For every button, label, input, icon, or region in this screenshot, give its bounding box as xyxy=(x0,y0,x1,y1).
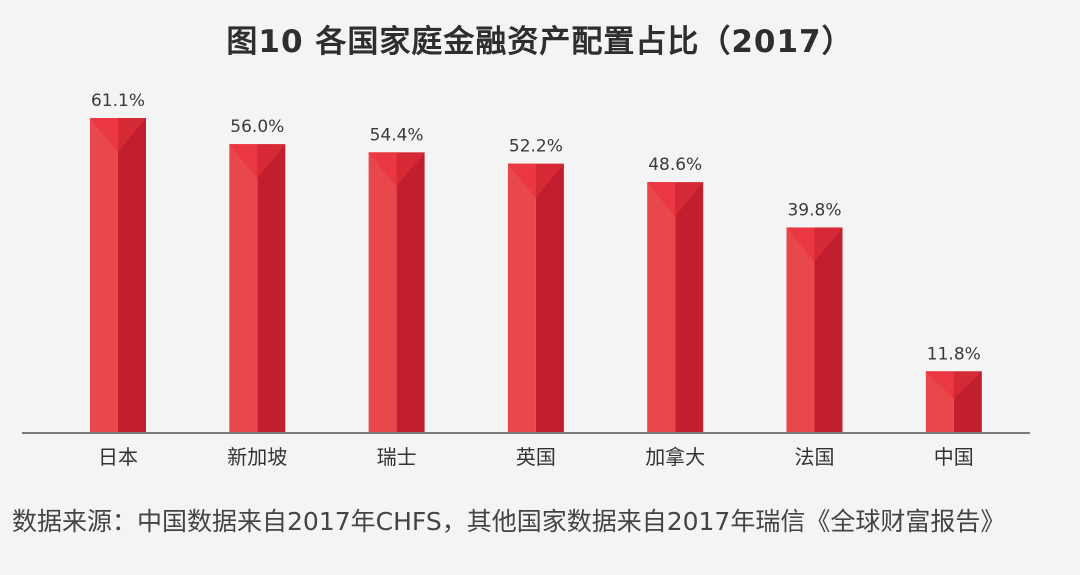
x-category-label: 瑞士 xyxy=(377,445,417,469)
bar-top-highlight xyxy=(368,152,397,187)
bar-right-face xyxy=(257,144,286,433)
bar-left-face xyxy=(368,152,397,433)
bar-left-face xyxy=(647,182,676,432)
bar-right-face xyxy=(675,182,704,432)
bar-top-highlight xyxy=(229,144,258,179)
bar-value-label: 48.6% xyxy=(648,155,702,175)
bar-value-label: 56.0% xyxy=(230,117,284,137)
x-category-label: 加拿大 xyxy=(645,445,705,469)
bar-top-highlight xyxy=(90,118,118,152)
bar-value-label: 39.8% xyxy=(787,200,841,220)
bar-value-label: 11.8% xyxy=(927,344,981,364)
bar-right-face xyxy=(118,118,146,432)
bar-value-label: 54.4% xyxy=(370,125,424,145)
x-category-label: 中国 xyxy=(934,445,974,469)
bar-right-face xyxy=(814,227,843,432)
bar-left-face xyxy=(229,144,258,433)
bar-top-highlight xyxy=(647,182,676,217)
bar-value-label: 52.2% xyxy=(509,137,563,157)
bar-left-face xyxy=(786,227,815,432)
bar-top-highlight xyxy=(507,163,536,198)
bar-left-face xyxy=(90,118,118,432)
bar-right-face xyxy=(535,163,564,432)
chart-title: 图10 各国家庭金融资产配置占比（2017） xyxy=(226,24,854,60)
source-note: 数据来源：中国数据来自2017年CHFS，其他国家数据来自2017年瑞信《全球财… xyxy=(12,507,1006,536)
x-category-label: 法国 xyxy=(795,445,835,469)
x-category-label: 英国 xyxy=(516,445,556,469)
bar-right-face xyxy=(396,152,425,433)
x-category-label: 新加坡 xyxy=(227,445,287,469)
bar-value-label: 61.1% xyxy=(91,91,145,111)
x-category-label: 日本 xyxy=(98,445,138,469)
bar-left-face xyxy=(507,163,536,432)
bar-top-highlight xyxy=(786,227,815,262)
bar-top-highlight xyxy=(925,371,954,399)
